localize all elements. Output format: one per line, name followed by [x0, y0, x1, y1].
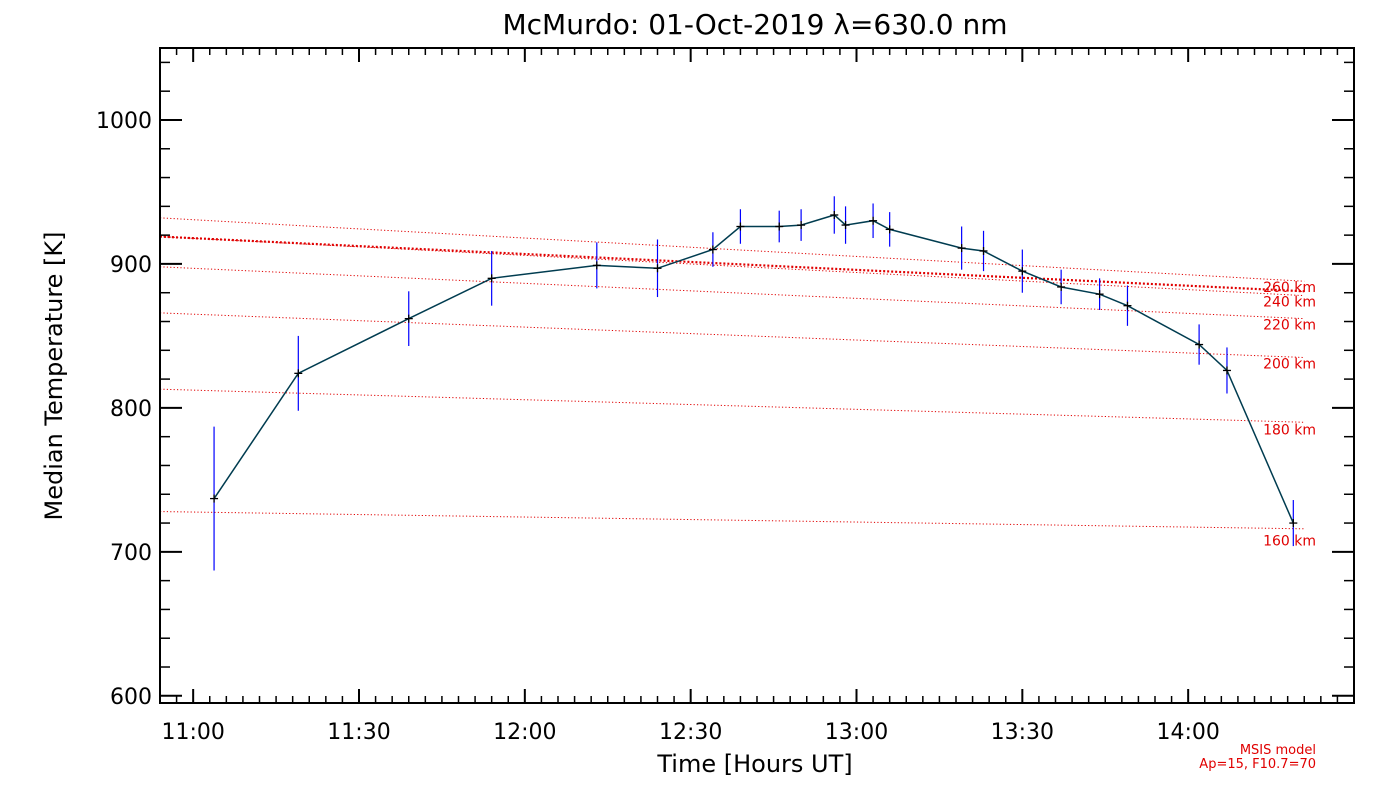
data-point-5: [653, 264, 662, 273]
data-point-1: [294, 369, 303, 378]
msis-label-1: 180 km: [1263, 422, 1316, 438]
y-axis-label: Median Temperature [K]: [40, 231, 68, 520]
data-point-4: [592, 261, 601, 270]
x-tick-label-4: 13:00: [825, 720, 888, 745]
data-point-11: [841, 221, 850, 230]
data-point-17: [1057, 282, 1066, 291]
y-tick-label-0: 600: [110, 685, 152, 710]
y-tick-label-3: 900: [110, 253, 152, 278]
data-point-8: [775, 222, 784, 231]
data-point-10: [830, 210, 839, 219]
x-tick-label-2: 12:00: [493, 720, 556, 745]
y-tick-label-2: 800: [110, 397, 152, 422]
msis-label-5: 260 km: [1263, 280, 1316, 296]
series-line-0: [213, 214, 1294, 524]
x-tick-label-5: 13:30: [991, 720, 1054, 745]
data-point-13: [885, 225, 894, 234]
data-point-12: [869, 216, 878, 225]
msis-label-3: 220 km: [1263, 317, 1316, 333]
msis-line-2: [159, 312, 1305, 359]
msis-line-4: [159, 236, 1305, 297]
msis-model-note-line2: Ap=15, F10.7=70: [1199, 757, 1316, 772]
plot-frame: [159, 47, 1355, 704]
data-point-14: [957, 244, 966, 253]
x-tick-label-0: 11:00: [161, 720, 224, 745]
data-point-6: [708, 245, 717, 254]
msis-model-note-line1: MSIS model: [1240, 743, 1316, 758]
data-point-18: [1095, 290, 1104, 299]
axis-ticks: 11:00 11:30 12:00 12:30 13:00 13:30 14:00 600 70…: [96, 48, 1354, 745]
msis-line-1: [159, 388, 1305, 423]
msis-line-0: [159, 511, 1305, 530]
chart-title: McMurdo: 01-Oct-2019 λ=630.0 nm: [502, 8, 1007, 41]
x-axis-label: Time [Hours UT]: [656, 750, 852, 778]
data-point-3: [487, 274, 496, 283]
msis-line-5: [159, 217, 1305, 282]
data-point-0: [210, 494, 219, 503]
x-tick-label-3: 12:30: [659, 720, 722, 745]
data-point-16: [1018, 267, 1027, 276]
data-point-22: [1289, 519, 1298, 528]
data-point-9: [797, 221, 806, 230]
y-tick-label-4: 1000: [96, 109, 152, 134]
data-point-7: [736, 222, 745, 231]
msis-label-2: 200 km: [1263, 356, 1316, 372]
data-point-2: [404, 314, 413, 323]
data-point-21: [1222, 366, 1231, 375]
x-tick-label-6: 14:00: [1156, 720, 1219, 745]
y-tick-label-1: 700: [110, 541, 152, 566]
msis-label-4: 240 km: [1263, 294, 1316, 310]
data-point-19: [1123, 301, 1132, 310]
data-point-15: [979, 246, 988, 255]
msis-highlight-line: [159, 235, 1305, 293]
msis-label-0: 160 km: [1263, 533, 1316, 549]
data-series: [210, 196, 1298, 571]
data-point-20: [1195, 340, 1204, 349]
msis-line-3: [159, 266, 1305, 320]
x-tick-label-1: 11:30: [327, 720, 390, 745]
